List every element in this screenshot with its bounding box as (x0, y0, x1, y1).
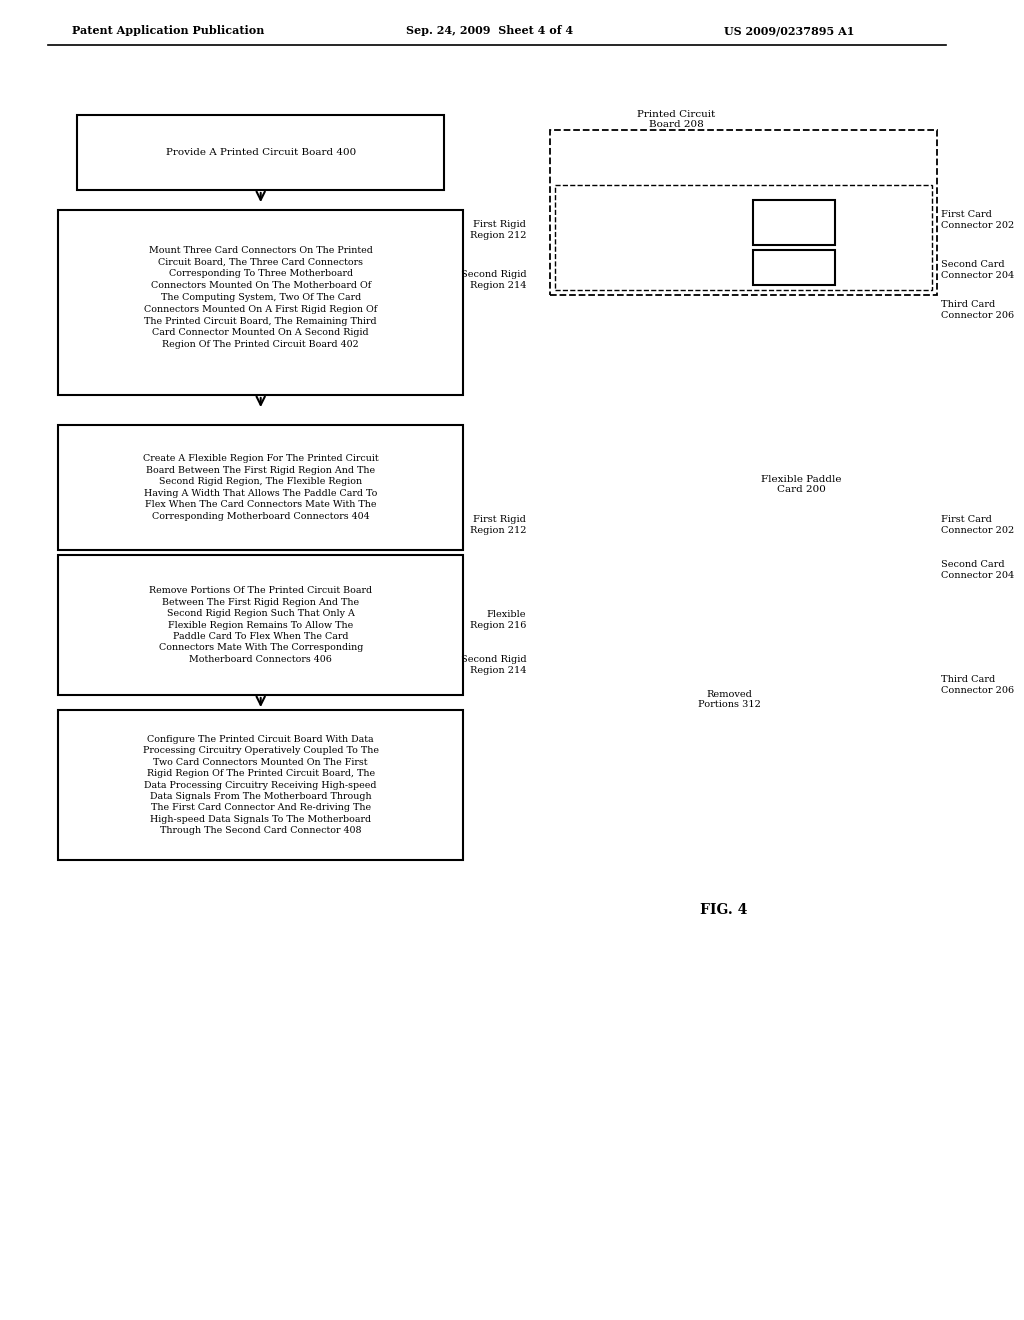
Text: Mount Three Card Connectors On The Printed
Circuit Board, The Three Card Connect: Mount Three Card Connectors On The Print… (144, 246, 377, 350)
Text: First Rigid
Region 212: First Rigid Region 212 (470, 515, 526, 535)
Text: First Card
Connector 202: First Card Connector 202 (941, 515, 1015, 535)
Text: Patent Application Publication: Patent Application Publication (73, 25, 265, 36)
FancyBboxPatch shape (58, 554, 464, 696)
Text: Create A Flexible Region For The Printed Circuit
Board Between The First Rigid R: Create A Flexible Region For The Printed… (143, 454, 379, 520)
Text: Second Card
Connector 204: Second Card Connector 204 (941, 560, 1015, 579)
FancyBboxPatch shape (58, 210, 464, 395)
Text: US 2009/0237895 A1: US 2009/0237895 A1 (724, 25, 855, 36)
Text: Flexible Paddle
Card 200: Flexible Paddle Card 200 (761, 475, 842, 495)
Text: First Card
Connector 202: First Card Connector 202 (941, 210, 1015, 230)
Text: Printed Circuit
Board 208: Printed Circuit Board 208 (637, 110, 715, 129)
Text: First Rigid
Region 212: First Rigid Region 212 (470, 220, 526, 240)
FancyBboxPatch shape (58, 710, 464, 861)
FancyBboxPatch shape (550, 129, 937, 294)
Text: Second Card
Connector 204: Second Card Connector 204 (941, 260, 1015, 280)
Text: Provide A Printed Circuit Board 400: Provide A Printed Circuit Board 400 (166, 148, 355, 157)
Text: Second Rigid
Region 214: Second Rigid Region 214 (461, 655, 526, 675)
Text: Removed
Portions 312: Removed Portions 312 (697, 690, 761, 709)
Text: Third Card
Connector 206: Third Card Connector 206 (941, 676, 1015, 694)
Text: Second Rigid
Region 214: Second Rigid Region 214 (461, 271, 526, 289)
Text: Configure The Printed Circuit Board With Data
Processing Circuitry Operatively C: Configure The Printed Circuit Board With… (142, 735, 379, 836)
Text: Sep. 24, 2009  Sheet 4 of 4: Sep. 24, 2009 Sheet 4 of 4 (406, 25, 572, 36)
Text: Flexible
Region 216: Flexible Region 216 (470, 610, 526, 630)
FancyBboxPatch shape (77, 115, 444, 190)
FancyBboxPatch shape (58, 425, 464, 550)
FancyBboxPatch shape (555, 185, 932, 290)
Text: Remove Portions Of The Printed Circuit Board
Between The First Rigid Region And : Remove Portions Of The Printed Circuit B… (150, 586, 373, 664)
FancyBboxPatch shape (753, 201, 836, 246)
Text: FIG. 4: FIG. 4 (700, 903, 748, 917)
Text: Third Card
Connector 206: Third Card Connector 206 (941, 300, 1015, 319)
FancyBboxPatch shape (753, 249, 836, 285)
